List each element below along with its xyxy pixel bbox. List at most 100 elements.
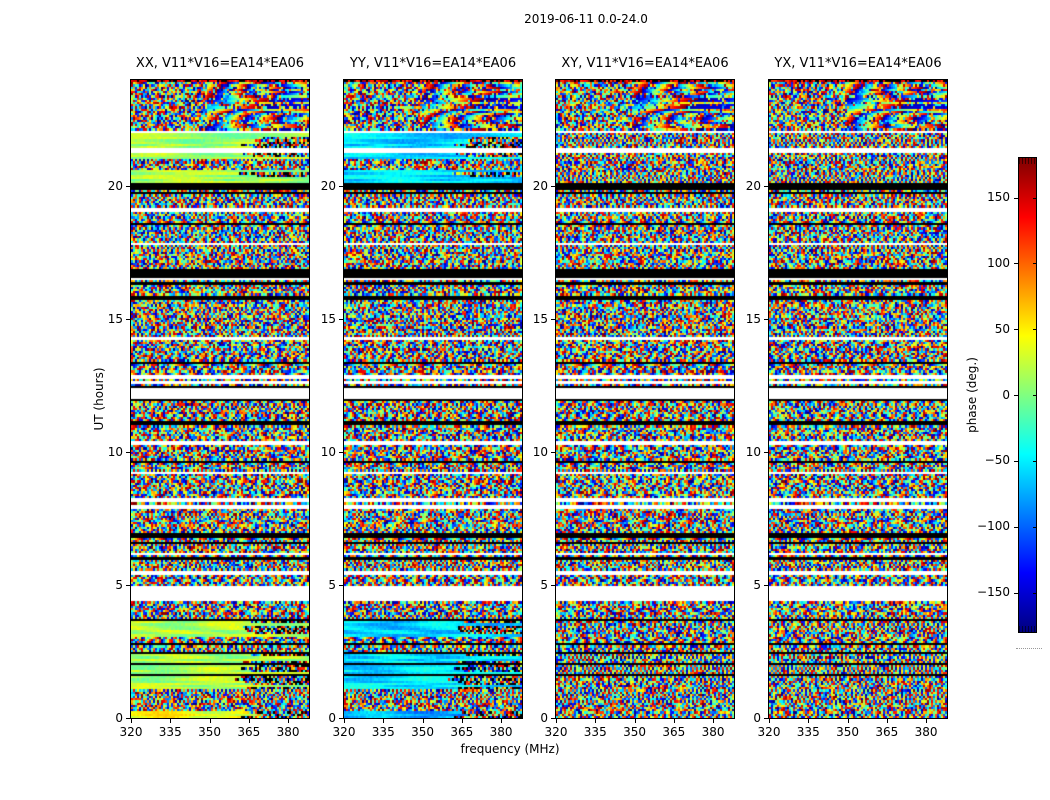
colorbar-tick-label: −100 (977, 519, 1010, 534)
colorbar-tick-mark-left (1014, 263, 1018, 264)
x-tick-label: 335 (583, 725, 607, 739)
x-tick-label: 365 (450, 725, 474, 739)
y-tick-mark (339, 452, 343, 453)
x-tick-mark (635, 719, 636, 723)
colorbar-tick-mark-left (1014, 198, 1018, 199)
colorbar-tick-mark-right (1033, 527, 1037, 528)
y-tick-label: 10 (532, 444, 548, 459)
y-tick-mark (551, 452, 555, 453)
heatmap-panel-xx (130, 79, 310, 719)
y-tick-label: 10 (320, 444, 336, 459)
y-tick-label: 15 (745, 311, 761, 326)
colorbar-tick-mark-left (1014, 593, 1018, 594)
y-tick-label: 20 (107, 178, 123, 193)
heatmap-canvas-yy (344, 80, 522, 718)
y-tick-label: 10 (107, 444, 123, 459)
x-tick-label: 335 (371, 725, 395, 739)
y-tick-label: 15 (320, 311, 336, 326)
colorbar-top-hatch (1019, 158, 1036, 164)
y-tick-label: 5 (115, 577, 123, 592)
x-tick-label: 365 (662, 725, 686, 739)
colorbar-tick-mark-right (1033, 263, 1037, 264)
y-tick-mark (339, 585, 343, 586)
colorbar-tick-mark-left (1014, 461, 1018, 462)
x-tick-label: 320 (332, 725, 356, 739)
heatmap-canvas-xx (131, 80, 309, 718)
panel-title-yx: YX, V11*V16=EA14*EA06 (774, 56, 942, 71)
y-tick-mark (764, 585, 768, 586)
x-tick-mark (383, 719, 384, 723)
colorbar-bottom-hatch (1019, 626, 1036, 632)
colorbar-dotted-line (1016, 648, 1042, 649)
figure-title: 2019-06-11 0.0-24.0 (524, 12, 648, 26)
y-tick-mark (126, 452, 130, 453)
x-tick-mark (249, 719, 250, 723)
colorbar-tick-label: 50 (994, 321, 1010, 336)
y-tick-label: 15 (532, 311, 548, 326)
x-tick-label: 380 (489, 725, 513, 739)
x-tick-mark (848, 719, 849, 723)
panel-title-yy: YY, V11*V16=EA14*EA06 (349, 56, 517, 71)
x-tick-label: 380 (914, 725, 938, 739)
y-tick-mark (339, 186, 343, 187)
y-tick-mark (551, 186, 555, 187)
x-tick-mark (595, 719, 596, 723)
x-tick-mark (926, 719, 927, 723)
x-tick-mark (423, 719, 424, 723)
x-tick-label: 335 (158, 725, 182, 739)
y-tick-mark (126, 186, 130, 187)
x-tick-mark (556, 719, 557, 723)
x-tick-mark (501, 719, 502, 723)
y-tick-mark (339, 319, 343, 320)
colorbar-tick-mark-right (1033, 593, 1037, 594)
x-tick-mark (131, 719, 132, 723)
colorbar-tick-label: −50 (984, 453, 1010, 468)
x-tick-label: 380 (276, 725, 300, 739)
y-tick-mark (551, 319, 555, 320)
x-tick-mark (344, 719, 345, 723)
x-tick-mark (887, 719, 888, 723)
colorbar-tick-label: 0 (1002, 387, 1010, 402)
colorbar-tick-mark-right (1033, 329, 1037, 330)
y-tick-label: 0 (753, 710, 761, 725)
y-tick-label: 10 (745, 444, 761, 459)
heatmap-canvas-yx (769, 80, 947, 718)
x-tick-label: 365 (237, 725, 261, 739)
y-tick-mark (551, 585, 555, 586)
y-tick-label: 20 (320, 178, 336, 193)
colorbar-tick-label: −150 (977, 585, 1010, 599)
x-tick-mark (808, 719, 809, 723)
y-tick-mark (339, 718, 343, 719)
x-tick-mark (674, 719, 675, 723)
x-tick-label: 320 (119, 725, 143, 739)
x-tick-label: 335 (796, 725, 820, 739)
heatmap-panel-yx (768, 79, 948, 719)
colorbar-tick-mark-left (1014, 527, 1018, 528)
y-tick-label: 15 (107, 311, 123, 326)
x-tick-label: 350 (411, 725, 434, 739)
panel-title-xx: XX, V11*V16=EA14*EA06 (135, 56, 305, 71)
y-tick-mark (764, 452, 768, 453)
colorbar-tick-label: 100 (987, 255, 1010, 270)
x-tick-mark (713, 719, 714, 723)
x-tick-mark (462, 719, 463, 723)
y-tick-mark (126, 718, 130, 719)
x-tick-mark (210, 719, 211, 723)
x-tick-mark (170, 719, 171, 723)
heatmap-panel-xy (555, 79, 735, 719)
x-tick-label: 350 (623, 725, 646, 739)
x-tick-label: 320 (757, 725, 781, 739)
colorbar-tick-mark-right (1033, 395, 1037, 396)
y-tick-label: 20 (745, 178, 761, 193)
heatmap-panel-yy (343, 79, 523, 719)
y-tick-mark (764, 186, 768, 187)
colorbar-tick-mark-right (1033, 461, 1037, 462)
y-tick-label: 20 (532, 178, 548, 193)
y-tick-label: 5 (540, 577, 548, 592)
colorbar-tick-mark-left (1014, 329, 1018, 330)
y-tick-label: 5 (753, 577, 761, 592)
x-tick-label: 350 (836, 725, 859, 739)
x-tick-label: 320 (544, 725, 568, 739)
x-tick-label: 350 (198, 725, 221, 739)
x-tick-label: 365 (875, 725, 899, 739)
